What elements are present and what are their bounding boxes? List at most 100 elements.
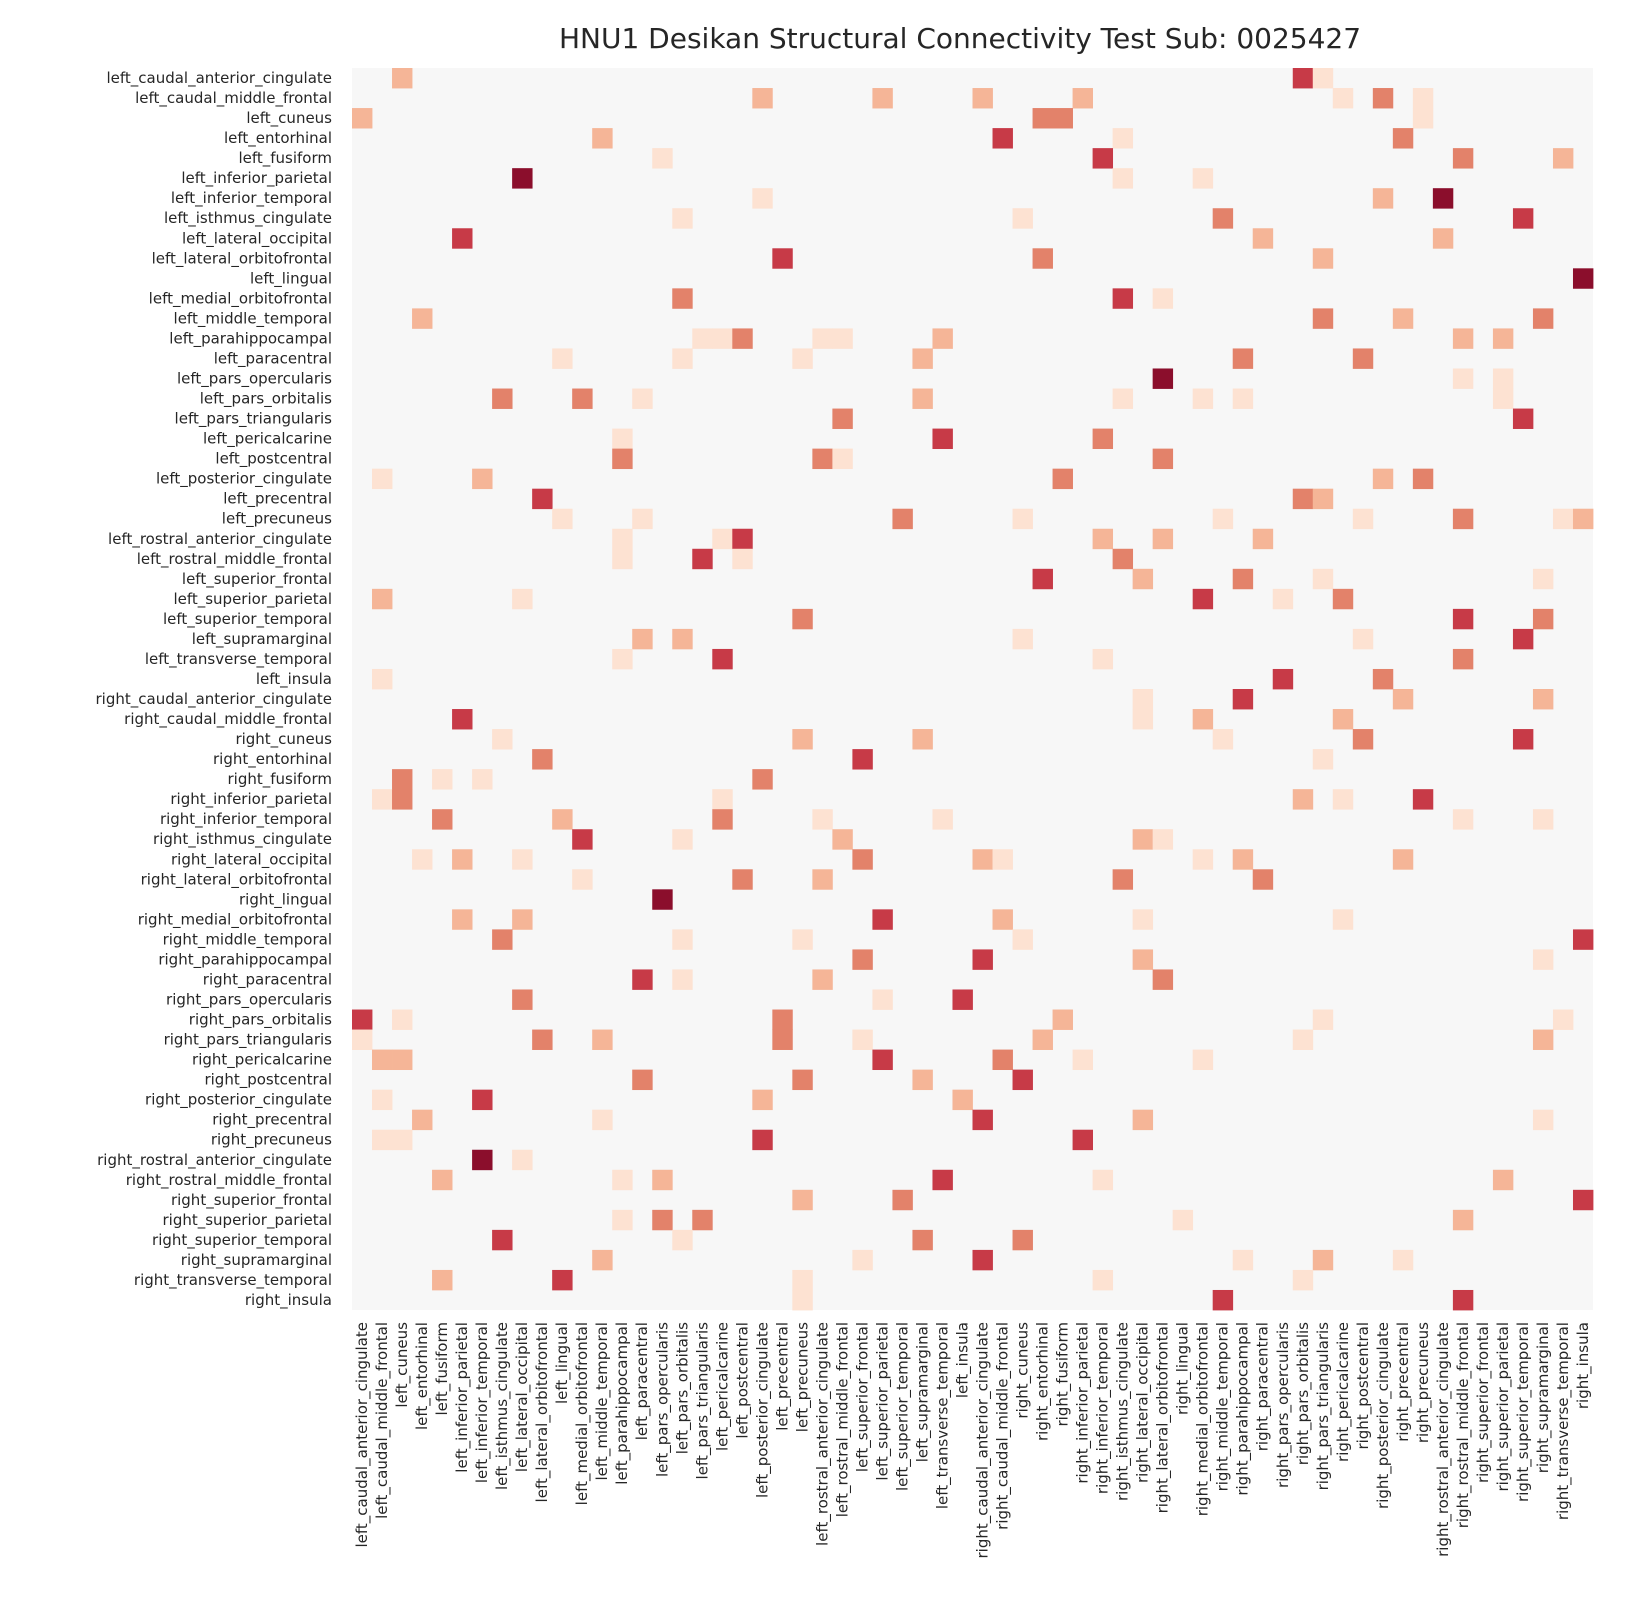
y-tick-label: left_pars_triangularis [175,410,333,429]
heatmap-cell [1012,1069,1033,1091]
heatmap-cell [992,128,1013,149]
heatmap-cell [1252,528,1274,550]
heatmap-cell [392,789,413,810]
x-tick-label: left_lingual [553,1322,572,1404]
heatmap-cell [1232,348,1254,369]
heatmap-cell [1032,108,1053,129]
heatmap-cell [1232,568,1254,590]
heatmap-cell [372,789,393,810]
heatmap-cell [1092,648,1114,670]
heatmap-cell [1532,689,1554,710]
x-tick-label: right_paracentral [1254,1322,1273,1451]
heatmap-cell [752,769,773,790]
heatmap-cell [772,1029,793,1050]
x-tick-label: right_pericalcarine [1334,1322,1353,1462]
x-tick-label: right_caudal_anterior_cingulate [974,1322,993,1558]
x-tick-label: right_pars_opercularis [1274,1322,1293,1488]
heatmap-cell [932,328,953,349]
heatmap-cell [712,328,733,349]
heatmap-cell [1552,148,1574,169]
heatmap-cell [1492,388,1514,409]
y-tick-label: right_middle_temporal [163,930,332,949]
heatmap-cell [572,829,593,850]
heatmap-cell [1512,628,1534,650]
heatmap-cell [572,388,593,409]
heatmap-cell [1112,288,1134,309]
heatmap-cell [852,849,873,870]
heatmap-cell [1352,508,1374,530]
y-tick-label: right_pericalcarine [192,1051,332,1070]
heatmap-cell [1452,648,1474,670]
heatmap-cell [352,1009,373,1030]
y-tick-label: right_precentral [212,1111,332,1130]
heatmap-cell [452,849,473,870]
heatmap-cell [692,328,713,349]
heatmap-cell [1492,1169,1514,1191]
heatmap-cell [472,769,493,790]
y-tick-label: left_parahippocampal [169,329,332,348]
y-tick-label: left_lateral_occipital [182,229,332,248]
heatmap-cell [512,989,533,1010]
y-tick-label: left_superior_temporal [163,610,332,629]
heatmap-cell [412,308,433,329]
heatmap-cell [1312,248,1334,269]
heatmap-cell [632,628,653,650]
heatmap-cell [372,588,393,610]
heatmap-cell [1352,628,1374,650]
heatmap-cell [392,1129,413,1151]
heatmap-cell [912,729,933,750]
heatmap-cell [672,1229,693,1251]
heatmap-cell [1192,1049,1214,1071]
y-tick-label: left_rostral_anterior_cingulate [108,530,332,549]
heatmap-cell [432,769,453,790]
heatmap-cell [752,1089,773,1111]
heatmap-cell [452,228,473,249]
heatmap-cell [1552,508,1574,530]
heatmap-cell [1232,1249,1254,1271]
y-tick-label: right_cuneus [235,730,332,749]
heatmap-cell [1332,709,1354,730]
heatmap-cell [652,148,673,169]
heatmap-cell [1172,1209,1194,1231]
heatmap-cell [772,248,793,269]
heatmap-cell [1132,689,1154,710]
heatmap-cell [392,769,413,790]
x-tick-label: right_superior_temporal [1514,1322,1533,1502]
heatmap-cell [392,68,413,89]
heatmap-cell [512,168,533,189]
y-tick-label: right_lingual [239,890,332,909]
heatmap-cell [992,1049,1013,1071]
heatmap-cell [1312,308,1334,329]
y-tick-label: left_fusiform [238,149,332,168]
heatmap-cell [1192,388,1214,409]
heatmap-cell [972,949,993,970]
x-tick-label: left_caudal_middle_frontal [373,1322,392,1519]
heatmap-cell [1192,849,1214,870]
y-tick-label: left_transverse_temporal [145,650,332,669]
heatmap-cell [952,989,973,1010]
heatmap-cell [1572,1189,1594,1211]
heatmap-cell [672,348,693,369]
x-tick-label: left_precuneus [793,1322,812,1432]
heatmap-cell [792,608,813,630]
heatmap-cell [972,88,993,109]
heatmap-cell [1452,1209,1474,1231]
x-tick-label: left_lateral_occipital [513,1322,532,1472]
x-tick-label: left_supramarginal [913,1322,932,1462]
y-tick-label: left_precuneus [222,510,332,529]
heatmap-cell [1572,929,1594,950]
heatmap-cell [592,1249,613,1271]
y-tick-label: left_entorhinal [224,129,332,148]
heatmap-cell [752,188,773,209]
heatmap-cell [812,448,833,470]
heatmap-cell [372,468,393,490]
heatmap-cell [892,508,913,530]
heatmap-cell [1192,588,1214,610]
heatmap-cell [372,1089,393,1111]
heatmap-cell [872,989,893,1010]
x-tick-label: left_lateral_orbitofrontal [533,1322,552,1502]
y-tick-label: right_lateral_occipital [171,850,332,869]
x-tick-label: left_cuneus [393,1322,412,1408]
heatmap-cell [1032,1029,1053,1050]
heatmap-cell [512,909,533,930]
